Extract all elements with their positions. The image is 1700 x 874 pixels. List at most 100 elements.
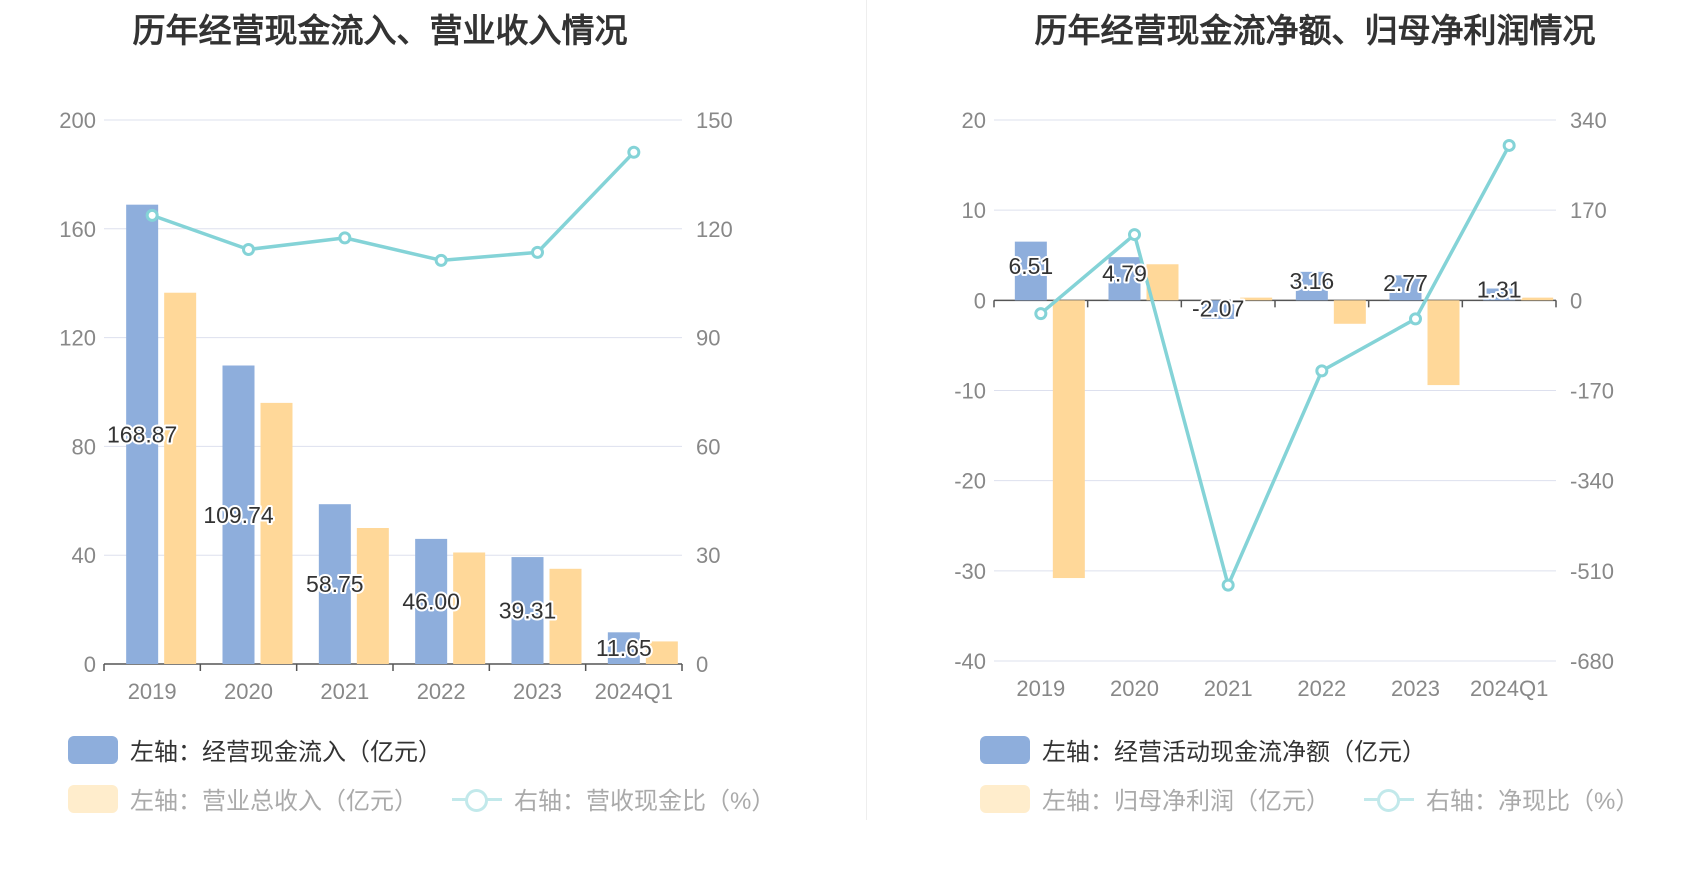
- x-tick-label: 2021: [320, 679, 369, 704]
- y-right-tick-label: 340: [1570, 108, 1607, 133]
- right-bar-primary: [1108, 257, 1141, 301]
- right-ratio-point: [1502, 138, 1516, 152]
- x-tick-label: 2024Q1: [1470, 676, 1548, 701]
- left-ratio-point: [242, 242, 255, 256]
- y-right-tick-label: 170: [1570, 198, 1607, 223]
- left-bar-secondary: [453, 552, 486, 664]
- right-bar-primary: [1483, 288, 1516, 301]
- x-tick-label: 2022: [1297, 676, 1346, 701]
- left-bar-data-label: 11.65: [596, 635, 652, 661]
- right-ratio-point: [1128, 228, 1141, 242]
- left-bar-primary: [511, 557, 544, 664]
- y-left-tick-label: 10: [962, 198, 986, 223]
- left-bar-primary: [415, 538, 448, 664]
- left-bar-secondary: [164, 292, 197, 664]
- legend-swatch-revenue: [68, 784, 118, 813]
- left-bar-data-label: 168.87: [107, 421, 177, 447]
- x-tick-label: 2020: [224, 679, 273, 704]
- left-bar-secondary: [260, 402, 293, 664]
- left-ratio-point: [338, 231, 352, 245]
- y-left-tick-label: 40: [72, 543, 96, 568]
- left-bar-secondary: [645, 641, 678, 664]
- legend-swatch-net-ratio: [1364, 785, 1414, 813]
- right-ratio-line: [1039, 144, 1511, 587]
- y-left-tick-label: 200: [59, 108, 96, 133]
- legend-label-inflow: 左轴：经营现金流入（亿元）: [130, 739, 442, 766]
- right-bar-primary: [1389, 275, 1422, 301]
- y-right-tick-label: 30: [696, 543, 720, 568]
- right-bar-primary: [1014, 241, 1047, 301]
- legend-label-net-ratio[interactable]: 右轴：净现比（%）: [1426, 788, 1640, 815]
- legend-row-left-2: 左轴：营业总收入（亿元） 右轴：营收现金比（%）: [68, 781, 775, 816]
- y-right-tick-label: -510: [1570, 559, 1614, 584]
- left-ratio-point: [145, 208, 159, 222]
- right-bar-secondary: [1333, 300, 1366, 324]
- legend-swatch-cash-ratio: [452, 785, 502, 813]
- x-tick-label: 2019: [1016, 676, 1065, 701]
- y-right-tick-label: 120: [696, 217, 733, 242]
- right-bar-secondary: [1521, 297, 1554, 301]
- legend-label-cash-ratio[interactable]: 右轴：营收现金比（%）: [514, 788, 776, 815]
- left-bar-data-label: 58.75: [306, 571, 364, 597]
- y-right-tick-label: 60: [696, 434, 720, 459]
- right-bar-data-label: 3.16: [1289, 268, 1334, 294]
- y-right-tick-label: -680: [1570, 649, 1614, 674]
- left-bar-data-label: 109.74: [203, 502, 274, 528]
- y-left-tick-label: 160: [59, 217, 96, 242]
- right-bar-data-label: -2.07: [1192, 295, 1244, 321]
- x-tick-label: 2022: [417, 679, 466, 704]
- x-tick-label: 2021: [1204, 676, 1253, 701]
- y-left-tick-label: 120: [59, 326, 96, 351]
- right-bar-data-label: 4.79: [1102, 261, 1147, 287]
- left-bar-primary: [222, 365, 255, 664]
- legend-item-net-cash[interactable]: 左轴：经营活动现金流净额（亿元）: [980, 732, 1426, 767]
- legend-swatch-net-cash: [980, 735, 1030, 764]
- left-bar-data-label: 46.00: [402, 588, 460, 614]
- x-tick-label: 2024Q1: [595, 679, 673, 704]
- left-bar-primary: [126, 204, 159, 665]
- legend-row-right-2: 左轴：归母净利润（亿元） 右轴：净现比（%）: [980, 781, 1639, 816]
- legend-swatch-inflow: [68, 735, 118, 764]
- left-bar-primary: [607, 632, 640, 664]
- left-bar-primary: [318, 504, 351, 664]
- chart-title-right: 历年经营现金流净额、归母净利润情况: [1034, 12, 1596, 49]
- y-left-tick-label: -30: [954, 559, 986, 584]
- left-ratio-point: [531, 245, 544, 259]
- right-ratio-point: [1409, 312, 1422, 326]
- x-tick-label: 2019: [128, 679, 177, 704]
- y-right-tick-label: 150: [696, 108, 733, 133]
- y-left-tick-label: 0: [84, 652, 96, 677]
- x-tick-label: 2023: [513, 679, 562, 704]
- x-tick-label: 2020: [1110, 676, 1159, 701]
- right-bar-data-label: 2.77: [1383, 270, 1428, 296]
- y-right-tick-label: 90: [696, 326, 720, 351]
- y-left-tick-label: 80: [72, 434, 96, 459]
- left-ratio-line: [151, 151, 636, 263]
- legend-item-inflow[interactable]: 左轴：经营现金流入（亿元）: [68, 732, 442, 767]
- right-bar-data-label: 1.31: [1477, 276, 1522, 302]
- left-bar-secondary: [549, 568, 582, 664]
- y-left-tick-label: -10: [954, 379, 986, 404]
- y-left-tick-label: -40: [954, 649, 986, 674]
- left-ratio-point: [627, 145, 641, 159]
- legend-label-net-cash: 左轴：经营活动现金流净额（亿元）: [1042, 739, 1426, 766]
- x-tick-label: 2023: [1391, 676, 1440, 701]
- y-right-tick-label: -170: [1570, 379, 1614, 404]
- y-left-tick-label: 20: [962, 108, 986, 133]
- legend-label-net-profit[interactable]: 左轴：归母净利润（亿元）: [1042, 788, 1330, 815]
- y-left-tick-label: -20: [954, 469, 986, 494]
- left-bar-secondary: [356, 528, 389, 664]
- right-bar-primary: [1202, 300, 1235, 319]
- right-ratio-point: [1034, 307, 1048, 321]
- right-bar-secondary: [1052, 300, 1085, 579]
- y-right-tick-label: -340: [1570, 469, 1614, 494]
- right-bar-primary: [1295, 271, 1328, 301]
- left-ratio-point: [434, 253, 448, 267]
- right-ratio-point: [1315, 364, 1329, 378]
- legend-label-revenue[interactable]: 左轴：营业总收入（亿元）: [130, 788, 418, 815]
- right-bar-secondary: [1427, 300, 1460, 386]
- right-bar-data-label: 6.51: [1008, 253, 1053, 279]
- y-right-tick-label: 0: [696, 652, 708, 677]
